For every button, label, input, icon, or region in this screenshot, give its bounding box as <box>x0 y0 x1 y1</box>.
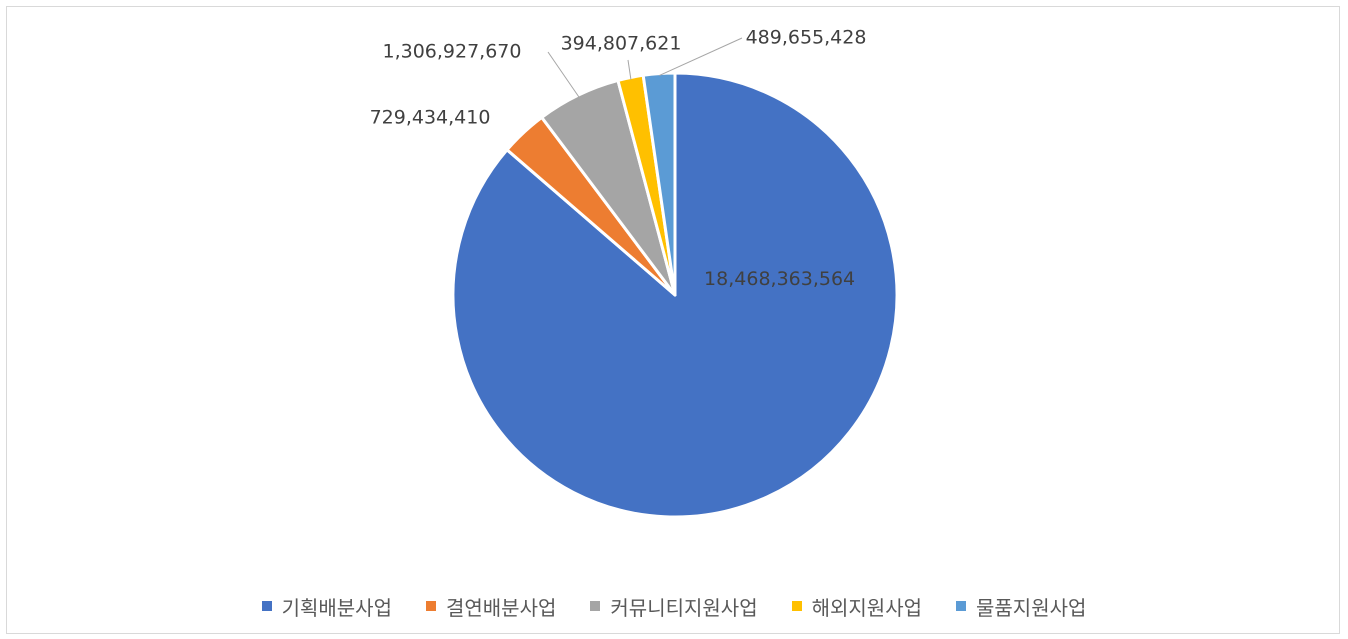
legend-label: 결연배분사업 <box>445 595 557 620</box>
data-label: 394,807,621 <box>561 33 682 55</box>
leader-line <box>627 59 632 80</box>
pie-slices <box>451 71 899 519</box>
data-labels: 18,468,363,564 729,434,410 1,306,927,670 39… <box>370 27 867 291</box>
data-label: 489,655,428 <box>746 27 867 49</box>
leader-line <box>547 51 580 98</box>
legend-swatch <box>956 601 966 611</box>
legend-label: 기획배분사업 <box>281 595 392 620</box>
legend-item: 커뮤니티지원사업 <box>590 592 758 621</box>
legend-swatch <box>590 601 601 611</box>
legend-swatch <box>261 601 272 611</box>
legend-item: 물품지원사업 <box>956 592 1086 621</box>
data-label: 729,434,410 <box>370 107 491 129</box>
legend-item: 결연배분사업 <box>425 592 557 621</box>
leader-line <box>658 37 743 77</box>
legend-item: 해외지원사업 <box>791 592 922 621</box>
legend-item: 기획배분사업 <box>261 592 392 621</box>
leader-lines <box>547 37 743 98</box>
legend: 기획배분사업 결연배분사업 커뮤니티지원사업 해외지원사업 물품지원사업 <box>0 588 1348 624</box>
legend-label: 커뮤니티지원사업 <box>610 595 758 620</box>
legend-swatch <box>425 601 436 611</box>
data-label: 1,306,927,670 <box>382 41 521 63</box>
pie-slice <box>641 71 677 297</box>
data-label: 18,468,363,564 <box>704 268 855 290</box>
legend-label: 해외지원사업 <box>811 595 922 620</box>
legend-swatch <box>791 601 802 611</box>
legend-label: 물품지원사업 <box>976 595 1087 620</box>
